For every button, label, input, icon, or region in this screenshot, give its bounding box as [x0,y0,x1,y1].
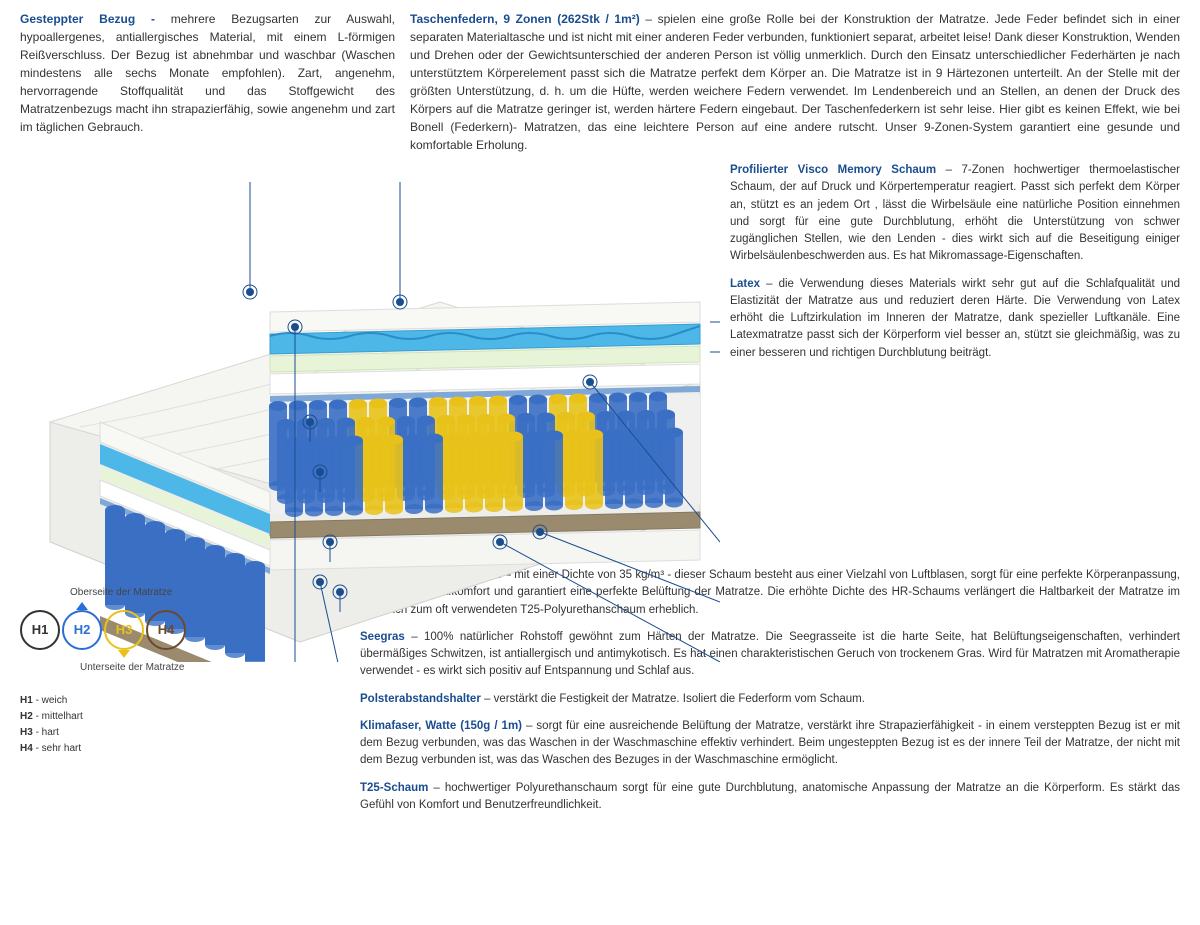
visco-body: – 7-Zonen hochwertiger thermoelastischer… [730,164,1180,262]
t25-body: – hochwertiger Polyurethanschaum sorgt f… [360,782,1180,811]
springs-title: Taschenfedern, 9 Zonen (262Stk / 1m²) [410,12,640,26]
latex-title: Latex [730,278,760,290]
latex-section: Latex – die Verwendung dieses Materials … [730,276,1180,362]
springs-body: – spielen eine große Rolle bei der Konst… [410,12,1180,152]
t25-section: T25-Schaum – hochwertiger Polyurethansch… [360,780,1180,815]
hardness-legend-h4: H4 - sehr hart [20,741,270,757]
visco-section: Profilierter Visco Memory Schaum – 7-Zon… [730,162,1180,266]
cover-body: mehrere Bezugsarten zur Auswahl, hypoall… [20,12,395,134]
hardness-circle-h3: H3 [104,610,144,650]
top-side-label: Oberseite der Matratze [70,585,270,600]
latex-body: – die Verwendung dieses Materials wirkt … [730,278,1180,359]
bottom-side-label: Unterseite der Matratze [80,660,270,675]
mattress-diagram: Oberseite der Matratze H1H2H3H4 Untersei… [20,162,720,667]
hardness-circle-h1: H1 [20,610,60,650]
hardness-circle-h4: H4 [146,610,186,650]
hardness-legend-h3: H3 - hart [20,725,270,741]
klima-title: Klimafaser, Watte (150g / 1m) [360,720,522,732]
cover-title: Gesteppter Bezug - [20,12,171,26]
klima-section: Klimafaser, Watte (150g / 1m) – sorgt fü… [360,718,1180,770]
visco-title: Profilierter Visco Memory Schaum [730,164,936,176]
springs-description: Taschenfedern, 9 Zonen (262Stk / 1m²) – … [410,10,1180,154]
hardness-legend-h1: H1 - weich [20,693,270,709]
polster-body: – verstärkt die Festigkeit der Matratze.… [481,693,865,705]
hardness-legend-h2: H2 - mittelhart [20,709,270,725]
cover-description: Gesteppter Bezug - mehrere Bezugsarten z… [20,10,395,154]
hardness-circle-h2: H2 [62,610,102,650]
hardness-legend: Oberseite der Matratze H1H2H3H4 Untersei… [20,585,270,757]
polster-title: Polsterabstandshalter [360,693,481,705]
polster-section: Polsterabstandshalter – verstärkt die Fe… [360,691,1180,708]
t25-title: T25-Schaum [360,782,428,794]
